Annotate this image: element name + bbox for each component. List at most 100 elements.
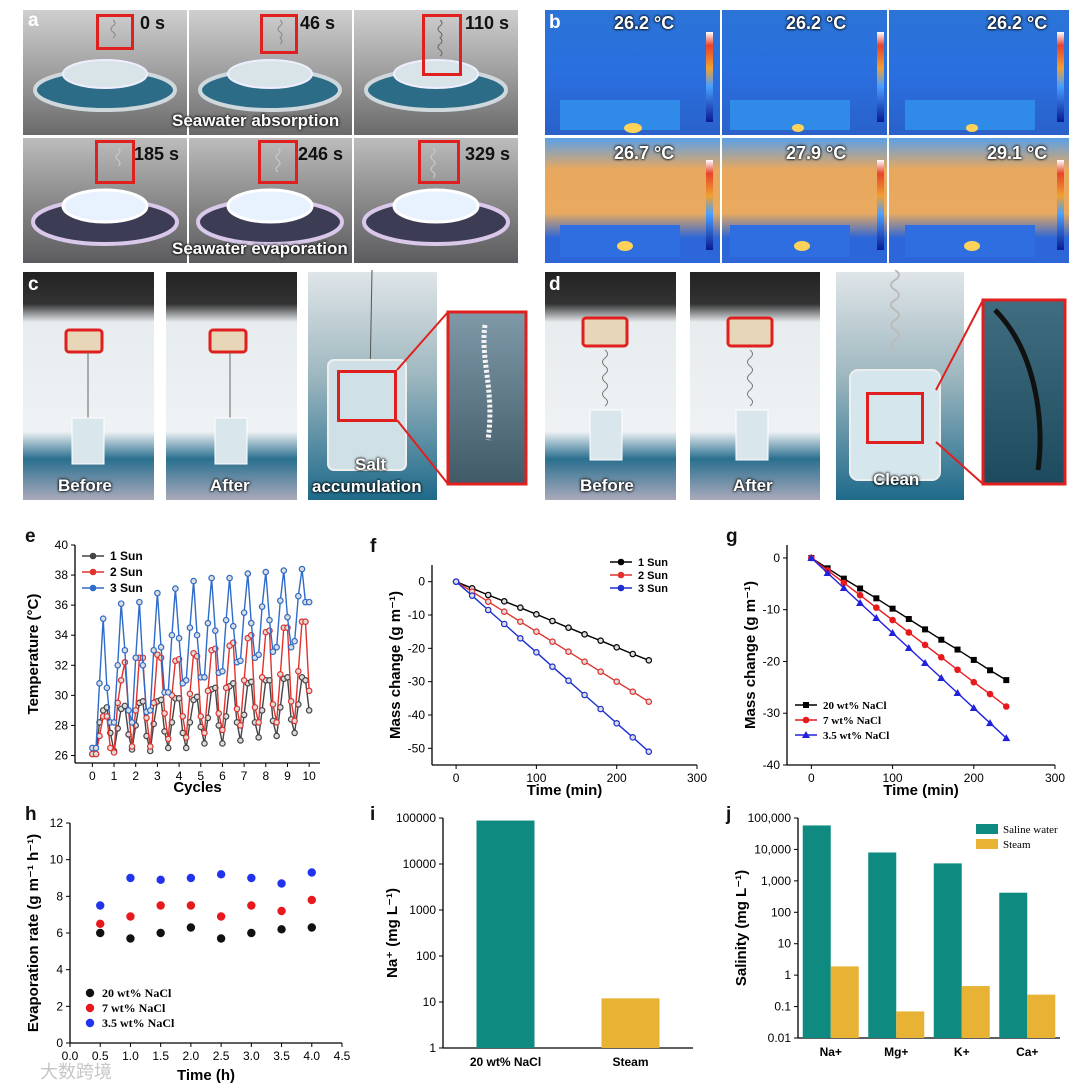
data-point [269, 701, 277, 708]
y-tick-label: 10,000 [754, 842, 791, 856]
data-point [156, 928, 165, 938]
data-point [839, 583, 848, 591]
data-point [904, 644, 913, 652]
data-point [237, 737, 244, 744]
y-tick-label: 4 [56, 963, 63, 977]
data-point [237, 657, 244, 665]
x-category-label: K+ [954, 1045, 970, 1059]
data-point [954, 666, 961, 674]
chart-i-sodium: 1 10 100 1000 10000 100000 Na⁺ (mg L⁻¹) 20 wt% … [384, 811, 693, 1069]
data-point [150, 699, 158, 707]
data-point [201, 729, 208, 737]
data-point [905, 629, 913, 636]
legend-marker [85, 1003, 95, 1013]
y-tick-label: 0.1 [774, 1000, 791, 1014]
data-point [211, 627, 219, 634]
data-point [937, 674, 946, 682]
data-point [204, 687, 212, 695]
x-tick-label: 200 [607, 771, 627, 785]
data-point [168, 631, 176, 639]
y-tick-label: 38 [55, 568, 69, 582]
data-point [645, 748, 653, 755]
data-point [840, 575, 847, 582]
data-point [216, 912, 226, 921]
label-clean: Clean [873, 470, 920, 489]
data-point [938, 636, 945, 643]
data-point [154, 589, 161, 597]
data-point [164, 744, 172, 752]
legend-label: 20 wt% NaCl [102, 986, 172, 1000]
data-point [266, 616, 273, 624]
data-point [186, 873, 196, 883]
data-point [247, 619, 255, 627]
x-tick-label: 9 [284, 769, 291, 783]
data-point [240, 609, 248, 616]
data-point [273, 719, 280, 726]
chart-h-evaporation-rate: 0.0 0.5 1.0 1.5 2.0 2.5 3.0 3.5 4.0 4.5 0 2 4 6 8 10 12 T… [25, 816, 351, 1084]
x-tick-label: 8 [262, 769, 269, 783]
photo-d-zoom [983, 300, 1065, 484]
data-point [298, 565, 306, 573]
panel-label-g: g [726, 526, 738, 547]
legend-marker [617, 558, 625, 566]
spring-highlight-box [260, 14, 298, 54]
data-point [251, 704, 259, 711]
x-tick-label: 10 [302, 769, 316, 783]
data-point [240, 711, 248, 719]
data-point [921, 659, 930, 667]
data-point [581, 631, 588, 638]
data-point [216, 870, 226, 879]
y-tick-label: 36 [55, 598, 69, 612]
data-point [807, 553, 816, 561]
data-point [291, 729, 298, 737]
data-point [565, 677, 572, 684]
chart-f-mass-change: 0 100 200 300 0 -10 -20 -30 -40 -50 Time (min) Mass… [387, 557, 707, 799]
x-tick-label: 2.5 [213, 1049, 230, 1063]
legend-swatch [976, 839, 998, 849]
label-after: After [733, 476, 773, 495]
data-point [157, 643, 165, 651]
data-point [156, 901, 165, 910]
x-tick-label: 3.5 [273, 1049, 290, 1063]
bar-saline-water [868, 852, 897, 1038]
data-point [96, 732, 103, 740]
data-point [277, 906, 286, 916]
data-point [484, 598, 492, 605]
data-point [136, 598, 143, 606]
x-axis-title: Time (min) [527, 782, 603, 799]
spring-highlight-box [95, 140, 135, 184]
data-point [565, 624, 572, 631]
y-tick-label: 12 [50, 816, 64, 830]
data-point [987, 667, 994, 674]
x-category-label: 20 wt% NaCl [470, 1055, 541, 1069]
data-point [247, 873, 256, 883]
data-point [92, 744, 100, 752]
data-point [645, 657, 653, 664]
temperature-readout: 27.9 °C [786, 143, 847, 163]
data-point [307, 868, 316, 877]
temperature-readout: 26.7 °C [614, 143, 675, 163]
panel-a-drawings [31, 19, 510, 246]
data-point [208, 574, 215, 582]
data-point [273, 732, 280, 740]
panel-d-drawings [581, 270, 1067, 486]
data-point [244, 570, 252, 577]
data-point [222, 616, 230, 624]
data-point [247, 901, 256, 910]
data-point [888, 629, 897, 636]
x-tick-label: 1 [111, 769, 118, 783]
y-axis-title: Na⁺ (mg L⁻¹) [384, 888, 401, 978]
data-point [533, 628, 540, 635]
y-tick-label: 100,000 [748, 811, 792, 825]
data-point [143, 714, 150, 722]
data-point [823, 568, 832, 576]
legend-swatch [976, 824, 998, 834]
data-point [629, 650, 637, 658]
y-tick-label: 100000 [396, 811, 436, 825]
legend-label: 7 wt% NaCl [823, 715, 881, 727]
data-point [96, 901, 105, 910]
data-point [146, 743, 154, 750]
clean-highlight-box [866, 392, 924, 444]
data-point [280, 567, 288, 574]
data-point [1003, 677, 1010, 684]
